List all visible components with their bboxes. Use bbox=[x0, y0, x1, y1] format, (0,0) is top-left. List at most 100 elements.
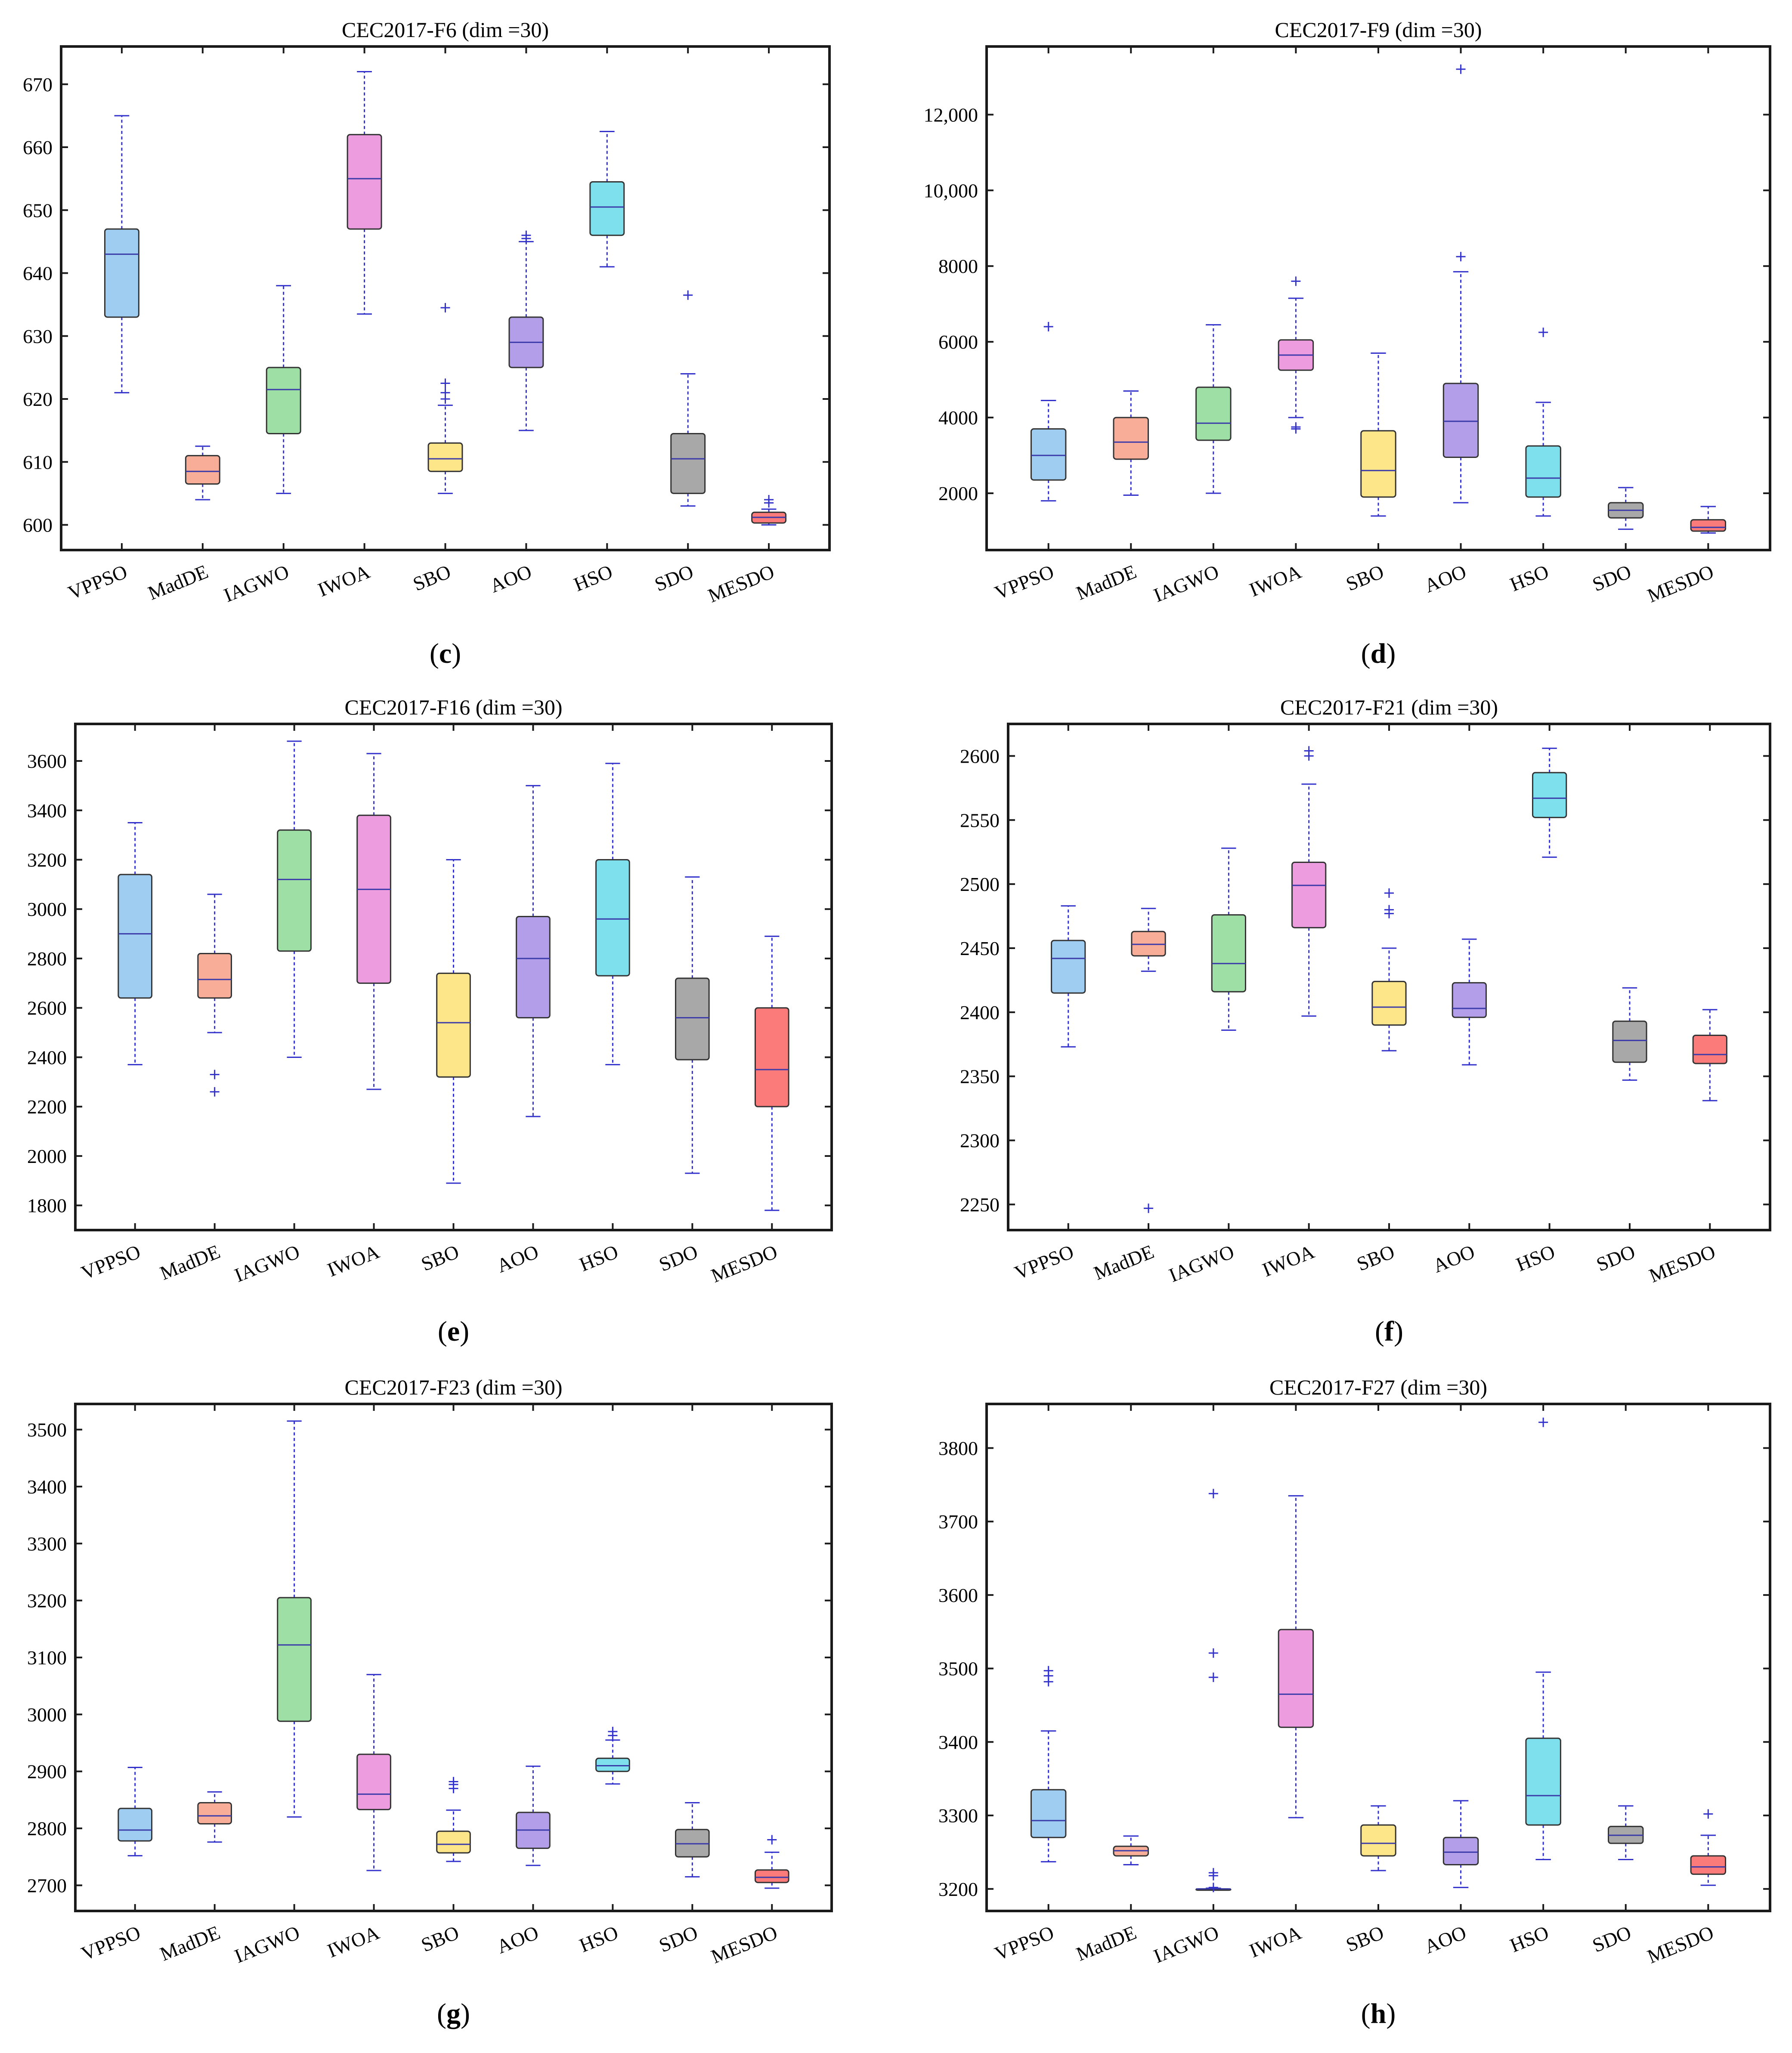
panel-letter-open: ( bbox=[1361, 638, 1371, 669]
panel-letter-open: ( bbox=[430, 638, 439, 669]
box-body bbox=[1690, 1855, 1727, 1875]
y-tick-label: 2350 bbox=[960, 1066, 1000, 1088]
box-body bbox=[1291, 862, 1327, 928]
box-sbo bbox=[1360, 1805, 1396, 1871]
box-mesdo bbox=[754, 935, 789, 1211]
box-body bbox=[595, 1757, 630, 1772]
panel-letter: (h) bbox=[1361, 1998, 1396, 2029]
x-category-label: SBO bbox=[418, 1240, 462, 1275]
y-tick-label: 8000 bbox=[938, 255, 978, 277]
outlier-marker bbox=[1384, 888, 1394, 898]
box-mesdo bbox=[1692, 1009, 1727, 1101]
box-body bbox=[356, 814, 391, 984]
box-madde bbox=[1113, 1835, 1149, 1865]
box-body bbox=[277, 829, 312, 952]
outlier-marker bbox=[440, 378, 450, 388]
box-aoo bbox=[508, 230, 544, 431]
y-tick-label: 2400 bbox=[27, 1046, 67, 1068]
box-body bbox=[1525, 445, 1561, 498]
box-body bbox=[1211, 914, 1246, 992]
box-iagwo bbox=[1211, 847, 1246, 1031]
box-body bbox=[197, 1802, 232, 1824]
box-sbo bbox=[436, 859, 471, 1184]
y-tick-label: 4000 bbox=[938, 407, 978, 429]
box-body bbox=[427, 442, 463, 472]
outlier-marker bbox=[210, 1087, 220, 1097]
box-madde bbox=[197, 1791, 232, 1843]
panel-letter-char: d bbox=[1371, 638, 1387, 669]
box-body bbox=[197, 953, 232, 999]
box-body bbox=[1452, 982, 1487, 1018]
box-iwoa bbox=[1278, 276, 1314, 434]
box-vppso bbox=[1030, 1666, 1067, 1863]
panel-letter-char: h bbox=[1371, 1998, 1387, 2029]
box-sdo bbox=[1608, 487, 1644, 530]
y-tick-label: 640 bbox=[23, 263, 53, 284]
box-body bbox=[1278, 1629, 1314, 1728]
x-category-label: IWOA bbox=[1246, 1921, 1304, 1962]
y-tick-label: 3200 bbox=[27, 1590, 67, 1612]
x-category-label: IAGWO bbox=[1166, 1240, 1237, 1286]
box-mesdo bbox=[754, 1835, 789, 1889]
panel-f: CEC2017-F21 (dim =30) 2250 2300 2350 2400 245… bbox=[960, 695, 1771, 1347]
outlier-marker bbox=[1384, 905, 1394, 915]
box-vppso bbox=[118, 1766, 153, 1857]
outlier-marker bbox=[1703, 1809, 1713, 1819]
y-tick-label: 2000 bbox=[938, 482, 978, 504]
x-category-label: MadDE bbox=[157, 1240, 223, 1284]
box-body bbox=[118, 1808, 153, 1842]
box-hso bbox=[1525, 328, 1561, 517]
y-tick-label: 3200 bbox=[938, 1878, 978, 1900]
y-tick-label: 3000 bbox=[27, 1704, 67, 1725]
panel-letter-char: e bbox=[447, 1316, 460, 1347]
box-iagwo bbox=[1195, 1489, 1232, 1892]
y-tick-label: 3300 bbox=[938, 1805, 978, 1827]
x-category-label: HSO bbox=[1507, 560, 1551, 596]
x-category-label: HSO bbox=[576, 1921, 621, 1957]
box-body bbox=[670, 433, 706, 494]
box-body bbox=[675, 977, 710, 1061]
x-category-label: SBO bbox=[1354, 1240, 1398, 1275]
box-vppso bbox=[1030, 322, 1067, 502]
x-category-label: MESDO bbox=[1646, 1240, 1718, 1287]
y-tick-label: 6000 bbox=[938, 331, 978, 353]
box-iagwo bbox=[277, 1420, 312, 1818]
y-tick-label: 1800 bbox=[27, 1195, 67, 1217]
y-tick-label: 2450 bbox=[960, 937, 1000, 959]
box-sdo bbox=[1612, 987, 1647, 1081]
panel-h: CEC2017-F27 (dim =30) 3200 3300 3400 3500 360… bbox=[938, 1375, 1771, 2029]
box-body bbox=[1030, 428, 1067, 481]
box-body bbox=[1442, 383, 1479, 458]
box-iwoa bbox=[1291, 746, 1327, 1017]
box-body bbox=[1690, 519, 1727, 532]
box-aoo bbox=[1452, 938, 1487, 1066]
box-vppso bbox=[104, 115, 139, 393]
box-vppso bbox=[1051, 905, 1086, 1048]
box-aoo bbox=[516, 785, 551, 1117]
x-category-label: SBO bbox=[410, 560, 454, 595]
x-category-label: MadDE bbox=[1091, 1240, 1157, 1284]
chart-title: CEC2017-F6 (dim =30) bbox=[342, 18, 549, 42]
y-tick-label: 10,000 bbox=[924, 179, 978, 201]
y-tick-label: 2600 bbox=[27, 997, 67, 1019]
box-iagwo bbox=[266, 285, 301, 494]
panel-g: CEC2017-F23 (dim =30) 2700 2800 2900 3000 310… bbox=[27, 1375, 833, 2029]
box-sbo bbox=[427, 303, 463, 494]
panel-d: CEC2017-F9 (dim =30) 2000 4000 6000 8000 10,0… bbox=[924, 18, 1771, 669]
box-mesdo bbox=[1690, 1809, 1727, 1886]
y-tick-label: 650 bbox=[23, 199, 53, 221]
box-body bbox=[1692, 1034, 1727, 1064]
box-sdo bbox=[675, 1802, 710, 1878]
y-tick-label: 3800 bbox=[938, 1437, 978, 1459]
box-iwoa bbox=[1278, 1495, 1314, 1818]
x-category-label: HSO bbox=[1513, 1240, 1558, 1276]
outlier-marker bbox=[449, 1777, 458, 1787]
y-tick-label: 3600 bbox=[27, 750, 67, 772]
y-tick-label: 3700 bbox=[938, 1511, 978, 1533]
x-category-label: IWOA bbox=[315, 560, 373, 601]
x-category-label: VPPSO bbox=[992, 1921, 1057, 1965]
panel-letter: (g) bbox=[437, 1998, 470, 2029]
x-category-label: IWOA bbox=[1246, 560, 1304, 601]
box-sdo bbox=[670, 290, 706, 507]
